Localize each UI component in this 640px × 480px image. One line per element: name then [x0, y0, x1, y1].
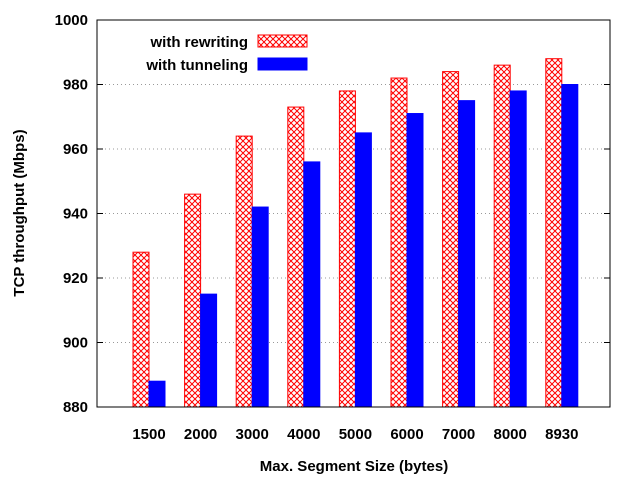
- tick-labels: 880 900 920 940 960 980 1000 1500 2000 3000 4000 50…: [55, 12, 579, 443]
- y-tick-label: 1000: [55, 12, 88, 29]
- bar-with-tunneling: [251, 206, 269, 408]
- y-tick-label: 880: [63, 399, 88, 416]
- x-tick-label: 2000: [184, 426, 217, 443]
- bar-with-tunneling: [303, 161, 321, 408]
- x-tick-label: 8000: [494, 426, 527, 443]
- bar-with-rewriting: [338, 90, 356, 408]
- legend-swatch-rewriting: [257, 34, 308, 48]
- bar-with-rewriting: [184, 193, 202, 408]
- x-tick-label: 8930: [545, 426, 578, 443]
- plot-border: [96, 19, 611, 408]
- bar-with-rewriting: [390, 77, 408, 408]
- legend-label: with rewriting: [150, 34, 249, 51]
- x-tick-label: 1500: [132, 426, 165, 443]
- x-tick-label: 5000: [339, 426, 372, 443]
- bar-with-rewriting: [287, 106, 305, 408]
- legend-swatch-tunneling: [257, 57, 308, 71]
- bar-with-rewriting: [442, 71, 460, 408]
- bar-with-tunneling: [148, 380, 166, 408]
- bar-with-rewriting: [545, 58, 563, 408]
- x-axis-label: Max. Segment Size (bytes): [260, 458, 448, 475]
- bar-with-tunneling: [561, 84, 579, 408]
- y-axis-label: TCP throughput (Mbps): [11, 129, 28, 296]
- x-tick-label: 3000: [236, 426, 269, 443]
- bar-with-tunneling: [406, 113, 424, 408]
- bar-with-tunneling: [200, 293, 218, 408]
- bar-with-tunneling: [458, 100, 476, 408]
- x-tick-label: 7000: [442, 426, 475, 443]
- y-tick-label: 940: [63, 206, 88, 223]
- x-tick-label: 6000: [390, 426, 423, 443]
- axes: [96, 19, 611, 408]
- y-tick-label: 920: [63, 270, 88, 287]
- y-tick-label: 960: [63, 141, 88, 158]
- legend-label: with tunneling: [145, 57, 248, 74]
- bar-with-tunneling: [509, 90, 527, 408]
- y-tick-label: 900: [63, 335, 88, 352]
- bar-with-tunneling: [354, 132, 372, 408]
- legend: with rewriting with tunneling: [145, 34, 308, 74]
- x-tick-label: 4000: [287, 426, 320, 443]
- bar-with-rewriting: [493, 64, 511, 408]
- bar-with-rewriting: [132, 251, 150, 408]
- bars: [132, 58, 579, 408]
- bar-with-rewriting: [235, 135, 253, 408]
- y-tick-label: 980: [63, 77, 88, 94]
